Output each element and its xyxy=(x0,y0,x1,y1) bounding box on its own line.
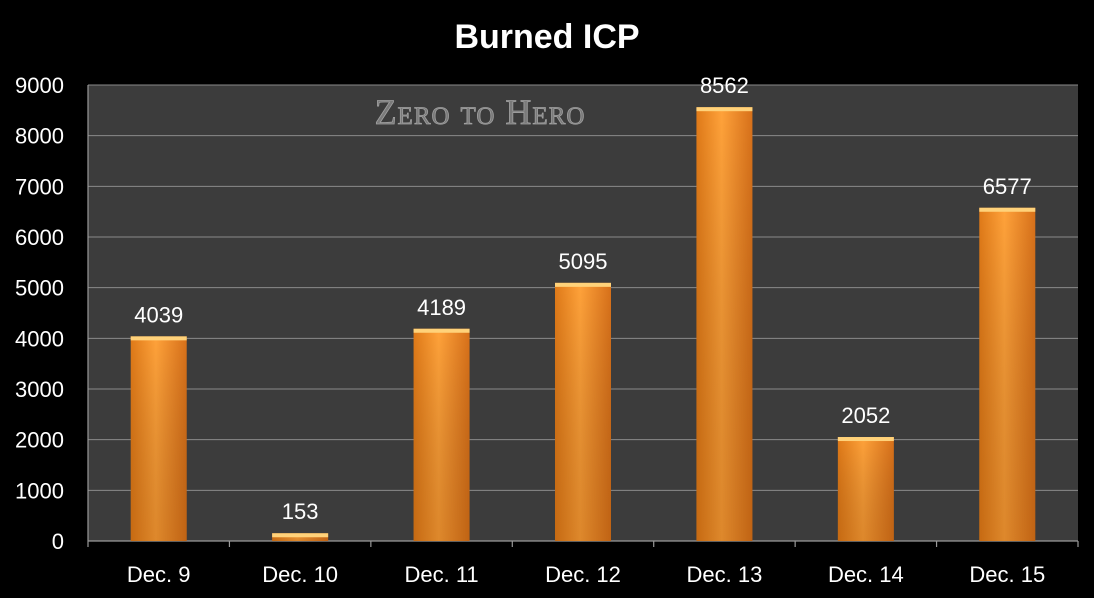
data-label: 4189 xyxy=(417,295,466,320)
data-label: 2052 xyxy=(841,403,890,428)
y-tick-label: 5000 xyxy=(15,276,64,301)
y-tick-label: 2000 xyxy=(15,428,64,453)
watermark: Zero to Hero xyxy=(375,92,586,132)
x-tick-label: Dec. 14 xyxy=(828,562,904,587)
bars: 4039 153 4189 5095 8562 2052 6577 xyxy=(130,73,1036,542)
chart-title: Burned ICP xyxy=(454,18,639,56)
y-tick-label: 3000 xyxy=(15,377,64,402)
x-tick-label: Dec. 10 xyxy=(262,562,338,587)
y-tick-label: 8000 xyxy=(15,124,64,149)
y-tick-label: 9000 xyxy=(15,73,64,98)
x-tick-label: Dec. 9 xyxy=(127,562,191,587)
bar-shade xyxy=(837,437,894,541)
y-tick-label: 0 xyxy=(52,529,64,554)
x-tick-label: Dec. 13 xyxy=(687,562,763,587)
bar-top-highlight xyxy=(272,533,329,538)
data-label: 4039 xyxy=(134,302,183,327)
bar-top-highlight xyxy=(555,282,611,287)
x-tick-label: Dec. 12 xyxy=(545,562,621,587)
bar-top-highlight xyxy=(837,437,894,442)
y-axis: 0 1000 2000 3000 4000 5000 6000 7000 8000 9000 xyxy=(15,73,64,554)
bar-shade xyxy=(979,207,1036,542)
bar-top-highlight xyxy=(413,328,470,333)
bar-top-highlight xyxy=(696,107,753,112)
y-tick-label: 7000 xyxy=(15,174,64,199)
bar-shade xyxy=(130,336,187,541)
data-label: 153 xyxy=(282,499,319,524)
y-tick-label: 4000 xyxy=(15,326,64,351)
y-tick-label: 6000 xyxy=(15,225,64,250)
data-label: 8562 xyxy=(700,73,749,98)
x-axis: Dec. 9 Dec. 10 Dec. 11 Dec. 12 Dec. 13 Dec. 1… xyxy=(87,541,1079,587)
bar-shade xyxy=(696,107,753,541)
x-tick-label: Dec. 15 xyxy=(969,562,1045,587)
x-tick-label: Dec. 11 xyxy=(404,562,478,587)
bar-shade xyxy=(413,328,470,541)
bar-top-highlight xyxy=(979,207,1036,212)
bar-top-highlight xyxy=(130,336,187,341)
data-label: 5095 xyxy=(559,249,608,274)
data-label: 6577 xyxy=(983,174,1032,199)
bar-shade xyxy=(555,282,611,541)
y-tick-label: 1000 xyxy=(15,478,64,503)
